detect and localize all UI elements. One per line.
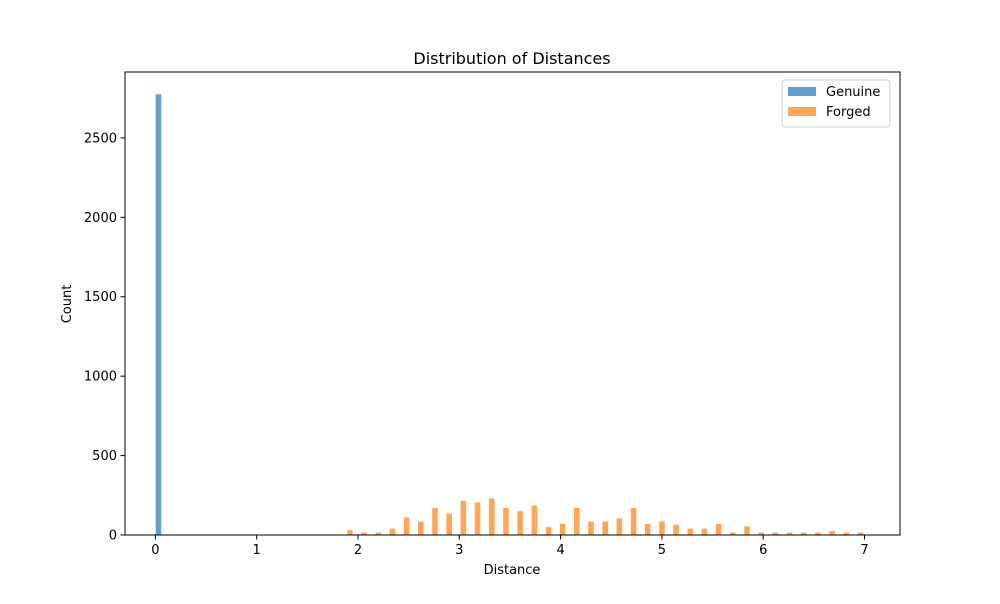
bar-forged-24 <box>687 528 694 535</box>
bar-genuine-0 <box>155 94 162 536</box>
y-tick-label: 2000 <box>84 211 117 226</box>
bar-forged-8 <box>460 500 467 535</box>
bar-forged-16 <box>574 508 580 535</box>
bar-forged-13 <box>531 505 538 535</box>
bar-forged-31 <box>786 532 793 535</box>
bar-forged-11 <box>503 508 509 535</box>
bar-forged-34 <box>829 531 835 535</box>
bar-forged-14 <box>545 527 552 535</box>
legend-label-genuine: Genuine <box>826 85 880 100</box>
bar-forged-15 <box>559 523 566 535</box>
bar-forged-5 <box>418 521 424 535</box>
y-tick-label: 0 <box>109 529 117 544</box>
bar-forged-21 <box>644 523 651 535</box>
bar-forged-1 <box>361 532 367 535</box>
axes-layer: 0 1 2 3 4 5 6 7 0 500 1000 1500 2000 2500 <box>84 71 901 558</box>
x-tick-label: 5 <box>658 543 666 558</box>
bar-forged-33 <box>815 532 821 535</box>
bar-forged-4 <box>403 517 410 535</box>
bar-forged-35 <box>843 532 850 535</box>
bar-forged-26 <box>715 523 722 535</box>
bar-forged-28 <box>744 526 750 535</box>
bar-forged-23 <box>673 524 679 535</box>
x-tick-label: 0 <box>151 543 159 558</box>
bar-forged-10 <box>488 498 495 535</box>
legend-label-forged: Forged <box>826 105 871 120</box>
plot-frame <box>124 71 901 536</box>
bar-forged-27 <box>730 532 736 535</box>
legend-swatch-forged <box>788 107 816 116</box>
bar-forged-19 <box>616 518 623 535</box>
bar-forged-18 <box>602 521 608 535</box>
x-tick-label: 2 <box>354 543 362 558</box>
bar-forged-29 <box>758 532 764 535</box>
chart-title: Distribution of Distances <box>413 49 610 68</box>
y-tick-label: 500 <box>92 449 117 464</box>
y-tick-label: 1000 <box>84 370 117 385</box>
bar-forged-3 <box>389 528 396 535</box>
bar-forged-12 <box>517 511 523 535</box>
bar-forged-9 <box>474 502 481 535</box>
bar-forged-2 <box>375 532 382 535</box>
bar-forged-17 <box>588 521 594 535</box>
bar-forged-20 <box>630 508 637 535</box>
x-tick-label: 7 <box>860 543 868 558</box>
x-tick-label: 6 <box>759 543 767 558</box>
bar-forged-22 <box>659 521 665 535</box>
bars-layer <box>155 94 864 536</box>
bar-forged-25 <box>701 528 708 535</box>
x-tick-label: 1 <box>253 543 261 558</box>
x-tick-label: 4 <box>556 543 564 558</box>
y-axis-label: Count <box>60 285 75 324</box>
x-tick-label: 3 <box>455 543 463 558</box>
legend-swatch-genuine <box>788 87 816 96</box>
legend: Genuine Forged <box>781 79 891 128</box>
bar-forged-7 <box>446 513 452 535</box>
x-axis-label: Distance <box>484 563 541 578</box>
bar-forged-0 <box>347 530 353 535</box>
y-tick-label: 1500 <box>84 290 117 305</box>
bar-forged-6 <box>432 508 438 535</box>
y-tick-label: 2500 <box>84 131 117 146</box>
bar-forged-30 <box>772 532 779 535</box>
bar-forged-32 <box>800 532 807 535</box>
bar-forged-36 <box>857 532 864 535</box>
